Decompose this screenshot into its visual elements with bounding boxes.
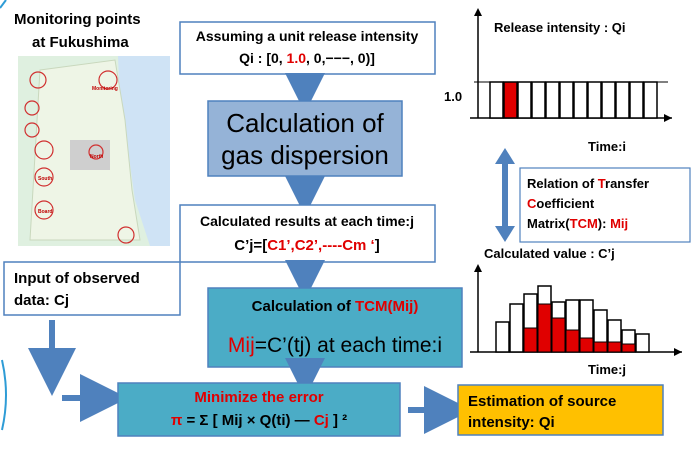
decoration (2, 360, 6, 430)
text-part: ): (598, 216, 610, 231)
decoration (0, 0, 6, 8)
map-label: Board (38, 209, 52, 215)
input-text: Input of observed (14, 270, 140, 287)
map: Monitoring North South Board (18, 56, 170, 246)
text-part: Mij (610, 216, 628, 231)
text-part: Cj (314, 412, 329, 429)
calculated-chart (470, 264, 682, 356)
text-part: = Σ [ Mij × Q(ti) ― (182, 412, 314, 429)
dispersion-text: Calculation of (226, 108, 384, 138)
relation-text: Matrix(TCM): Mij (527, 216, 628, 231)
input-text: data: Cj (14, 292, 69, 309)
text-part: =C’(tj) at each time:i (255, 334, 442, 357)
text-part: Qi : [0, (239, 50, 286, 66)
map-label: North (90, 154, 103, 160)
text-part: Mij (228, 334, 255, 357)
text-part: Calculation of (252, 298, 355, 315)
double-arrow (495, 148, 515, 242)
text-part: Matrix( (527, 216, 570, 231)
assume-text: Assuming a unit release intensity (196, 28, 419, 44)
release-title: Release intensity : Qi (494, 20, 626, 35)
diagram: Monitoring points at Fukushima Monitorin… (0, 0, 693, 451)
tcm-text: Calculation of TCM(Mij) (252, 298, 419, 315)
map-title: at Fukushima (32, 34, 129, 51)
text-part: TCM(Mij) (355, 298, 418, 315)
text-part: ] (375, 237, 380, 254)
map-label: Monitoring (92, 86, 118, 92)
text-part: Relation of (527, 176, 598, 191)
text-part: TCM (570, 216, 598, 231)
text-part: 1.0 (287, 50, 307, 66)
text-part: , 0,−−−, 0)] (306, 50, 375, 66)
calculated-title: Calculated value : C’j (484, 246, 615, 261)
minimize-text: Minimize the error (194, 389, 323, 406)
text-part: π (171, 412, 183, 429)
relation-text: Relation of Transfer (527, 176, 649, 191)
estimation-text: intensity: Qi (468, 414, 555, 431)
text-part: ] ² (329, 412, 347, 429)
dispersion-text: gas dispersion (221, 140, 389, 170)
minimize-text: π = Σ [ Mij × Q(ti) ― Cj ] ² (171, 412, 347, 429)
text-part: ransfer (605, 176, 649, 191)
text-part: C1’,C2’,----Cm ‘ (267, 237, 375, 254)
release-level: 1.0 (444, 89, 462, 104)
tcm-text: Mij=C’(tj) at each time:i (228, 334, 442, 357)
map-label: South (38, 176, 52, 182)
text-part: C’j=[ (234, 237, 267, 254)
release-xlabel: Time:i (588, 139, 626, 154)
results-text: Calculated results at each time:j (200, 213, 414, 229)
results-text: C’j=[C1’,C2’,----Cm ‘] (234, 237, 379, 254)
text-part: oefficient (536, 196, 594, 211)
assume-text: Qi : [0, 1.0, 0,−−−, 0)] (239, 50, 375, 66)
relation-text: Coefficient (527, 196, 595, 211)
estimation-text: Estimation of source (468, 393, 616, 410)
calculated-xlabel: Time:j (588, 362, 626, 377)
map-title: Monitoring points (14, 11, 141, 28)
